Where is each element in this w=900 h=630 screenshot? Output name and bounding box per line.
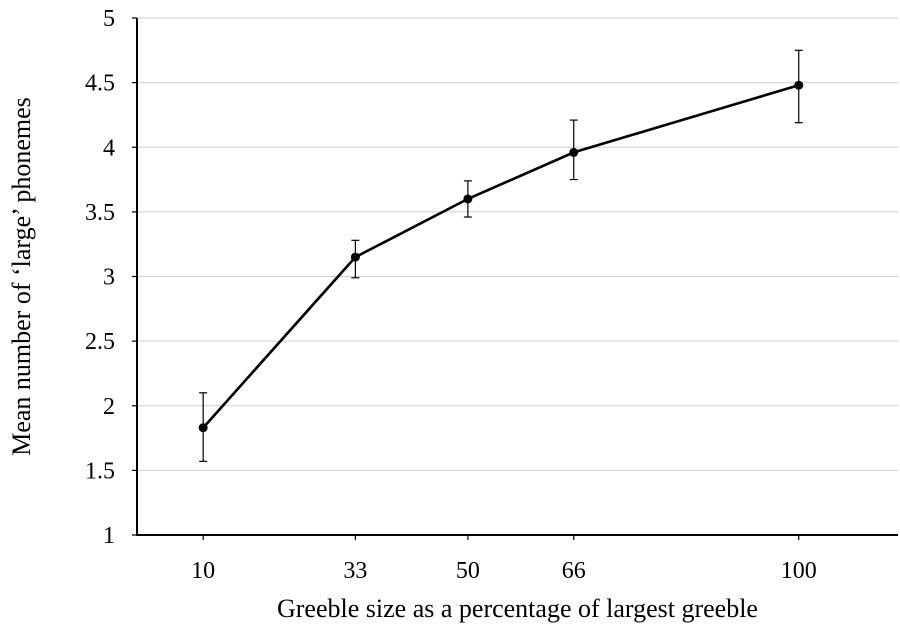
x-tick-label: 50 [456, 558, 480, 584]
y-tick-label: 2.5 [85, 329, 115, 355]
x-tick-label: 10 [191, 558, 215, 584]
x-tick-label: 100 [781, 558, 817, 584]
data-point [569, 147, 579, 157]
y-axis-title: Mean number of ‘large’ phonemes [7, 97, 36, 456]
y-tick-label: 1 [103, 523, 115, 549]
y-tick-label: 3.5 [85, 200, 115, 226]
data-point [794, 80, 804, 90]
x-tick-label: 33 [343, 558, 367, 584]
x-tick-label: 66 [562, 558, 586, 584]
data-point [463, 194, 473, 204]
series [198, 49, 804, 462]
data-point [350, 252, 360, 262]
y-tick-label: 5 [103, 6, 115, 32]
y-tick-label: 1.5 [85, 458, 115, 484]
ticks: 1 1.5 2 2.5 3 3.5 4 4.5 5 10 33 50 66 100 [85, 6, 817, 584]
x-axis-title: Greeble size as a percentage of largest … [277, 594, 758, 623]
series-line [202, 83, 800, 429]
y-tick-label: 2 [103, 394, 115, 420]
grid [137, 17, 898, 471]
y-tick-label: 4 [103, 135, 115, 161]
data-point [198, 423, 208, 433]
y-tick-label: 4.5 [85, 71, 115, 97]
y-tick-label: 3 [103, 265, 115, 291]
